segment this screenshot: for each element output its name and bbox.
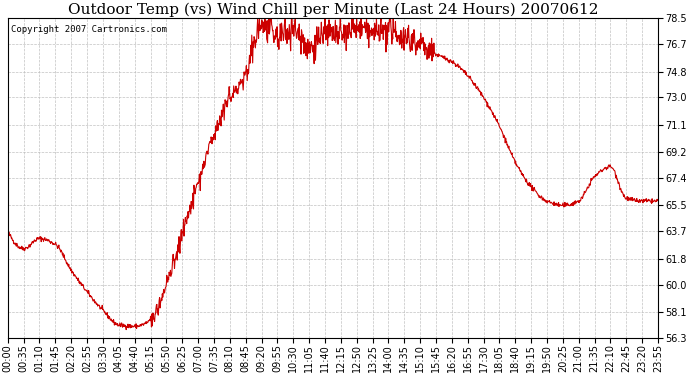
Title: Outdoor Temp (vs) Wind Chill per Minute (Last 24 Hours) 20070612: Outdoor Temp (vs) Wind Chill per Minute …	[68, 3, 598, 17]
Text: Copyright 2007 Cartronics.com: Copyright 2007 Cartronics.com	[11, 25, 167, 34]
